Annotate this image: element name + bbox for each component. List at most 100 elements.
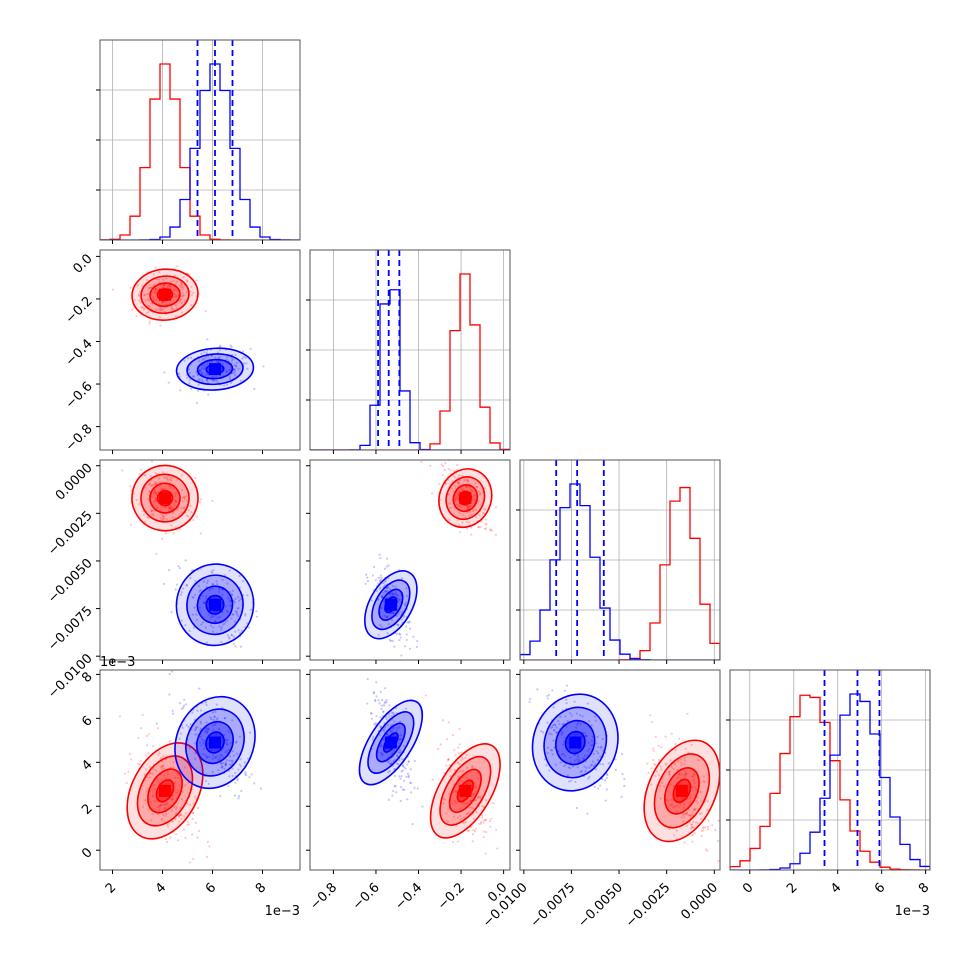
- sample-point: [244, 614, 247, 617]
- sample-point: [187, 725, 190, 729]
- sample-point: [171, 709, 174, 712]
- sample-point: [390, 762, 393, 765]
- sample-point: [385, 565, 389, 568]
- sample-point: [204, 730, 207, 733]
- sample-point: [565, 725, 568, 728]
- sample-point: [681, 797, 684, 800]
- sample-point: [683, 759, 686, 762]
- sample-point: [483, 527, 487, 531]
- sample-point: [180, 283, 183, 286]
- sample-point: [218, 625, 221, 628]
- density-peak: [675, 784, 688, 797]
- sample-point: [230, 359, 234, 362]
- sample-point: [465, 479, 468, 482]
- sample-point: [162, 803, 166, 806]
- sample-point: [366, 678, 369, 681]
- sample-point: [153, 492, 156, 495]
- sample-point: [149, 286, 153, 289]
- sample-point: [379, 578, 382, 582]
- sample-point: [599, 755, 602, 758]
- sample-point: [395, 593, 398, 597]
- sample-point: [150, 484, 153, 488]
- sample-point: [605, 788, 608, 791]
- sample-point: [672, 785, 675, 788]
- sample-point: [206, 338, 209, 341]
- sample-point: [148, 286, 152, 289]
- sample-point: [245, 362, 248, 365]
- sample-point: [647, 771, 650, 775]
- sample-point: [409, 781, 412, 785]
- sample-point: [485, 830, 488, 834]
- sample-point: [194, 726, 198, 729]
- sample-point: [177, 776, 180, 779]
- sample-point: [183, 496, 186, 499]
- sample-point: [457, 840, 460, 843]
- sample-point: [153, 783, 156, 786]
- sample-point: [469, 504, 472, 507]
- sample-point: [457, 782, 460, 785]
- sample-point: [459, 814, 462, 817]
- sample-point: [485, 523, 488, 526]
- sample-point: [401, 765, 404, 768]
- sample-point: [233, 368, 236, 371]
- sample-point: [137, 294, 141, 297]
- sample-point: [221, 766, 224, 769]
- sample-point: [590, 739, 594, 742]
- sample-point: [457, 775, 460, 778]
- sample-point: [198, 687, 201, 690]
- sample-point: [157, 278, 160, 281]
- sample-point: [232, 613, 235, 616]
- sample-point: [379, 574, 382, 577]
- sample-point: [160, 765, 163, 768]
- sample-point: [177, 815, 181, 818]
- sample-point: [140, 306, 143, 309]
- sample-point: [180, 817, 183, 821]
- sample-point: [683, 816, 686, 819]
- sample-point: [157, 477, 161, 480]
- sample-point: [229, 599, 232, 603]
- sample-point: [165, 812, 168, 816]
- sample-point: [371, 643, 373, 645]
- sample-point: [494, 533, 497, 537]
- sample-point: [594, 768, 597, 771]
- sample-point: [130, 758, 133, 761]
- sample-point: [168, 506, 171, 509]
- sample-point: [191, 595, 194, 599]
- sample-point: [575, 712, 578, 715]
- sample-point: [392, 611, 395, 614]
- density-peak: [459, 784, 472, 797]
- sample-point: [674, 742, 677, 745]
- sample-point: [678, 772, 681, 776]
- sample-point: [372, 735, 375, 739]
- sample-point: [148, 482, 152, 486]
- sample-point: [195, 279, 198, 282]
- sample-point: [154, 769, 157, 772]
- sample-point: [135, 498, 138, 502]
- sample-point: [383, 589, 386, 592]
- sample-point: [191, 613, 194, 616]
- sample-point: [471, 764, 474, 768]
- sample-point: [200, 367, 204, 370]
- sample-point: [210, 354, 213, 358]
- sample-point: [222, 623, 225, 626]
- sample-point: [210, 570, 213, 573]
- sample-point: [211, 499, 214, 503]
- sample-point: [567, 780, 571, 783]
- sample-point: [455, 790, 458, 793]
- sample-point: [601, 737, 604, 741]
- sample-point: [217, 591, 221, 594]
- sample-point: [465, 753, 468, 757]
- sample-point: [194, 476, 197, 479]
- sample-point: [225, 609, 228, 612]
- sample-point: [541, 731, 545, 734]
- sample-point: [653, 762, 656, 765]
- sample-point: [178, 814, 181, 817]
- sample-point: [452, 490, 455, 493]
- sample-point: [489, 825, 492, 828]
- sample-point: [204, 310, 207, 313]
- sample-point: [154, 287, 158, 291]
- sample-point: [166, 770, 169, 773]
- sample-point: [235, 364, 238, 368]
- sample-point: [206, 379, 209, 382]
- sample-point: [377, 699, 380, 702]
